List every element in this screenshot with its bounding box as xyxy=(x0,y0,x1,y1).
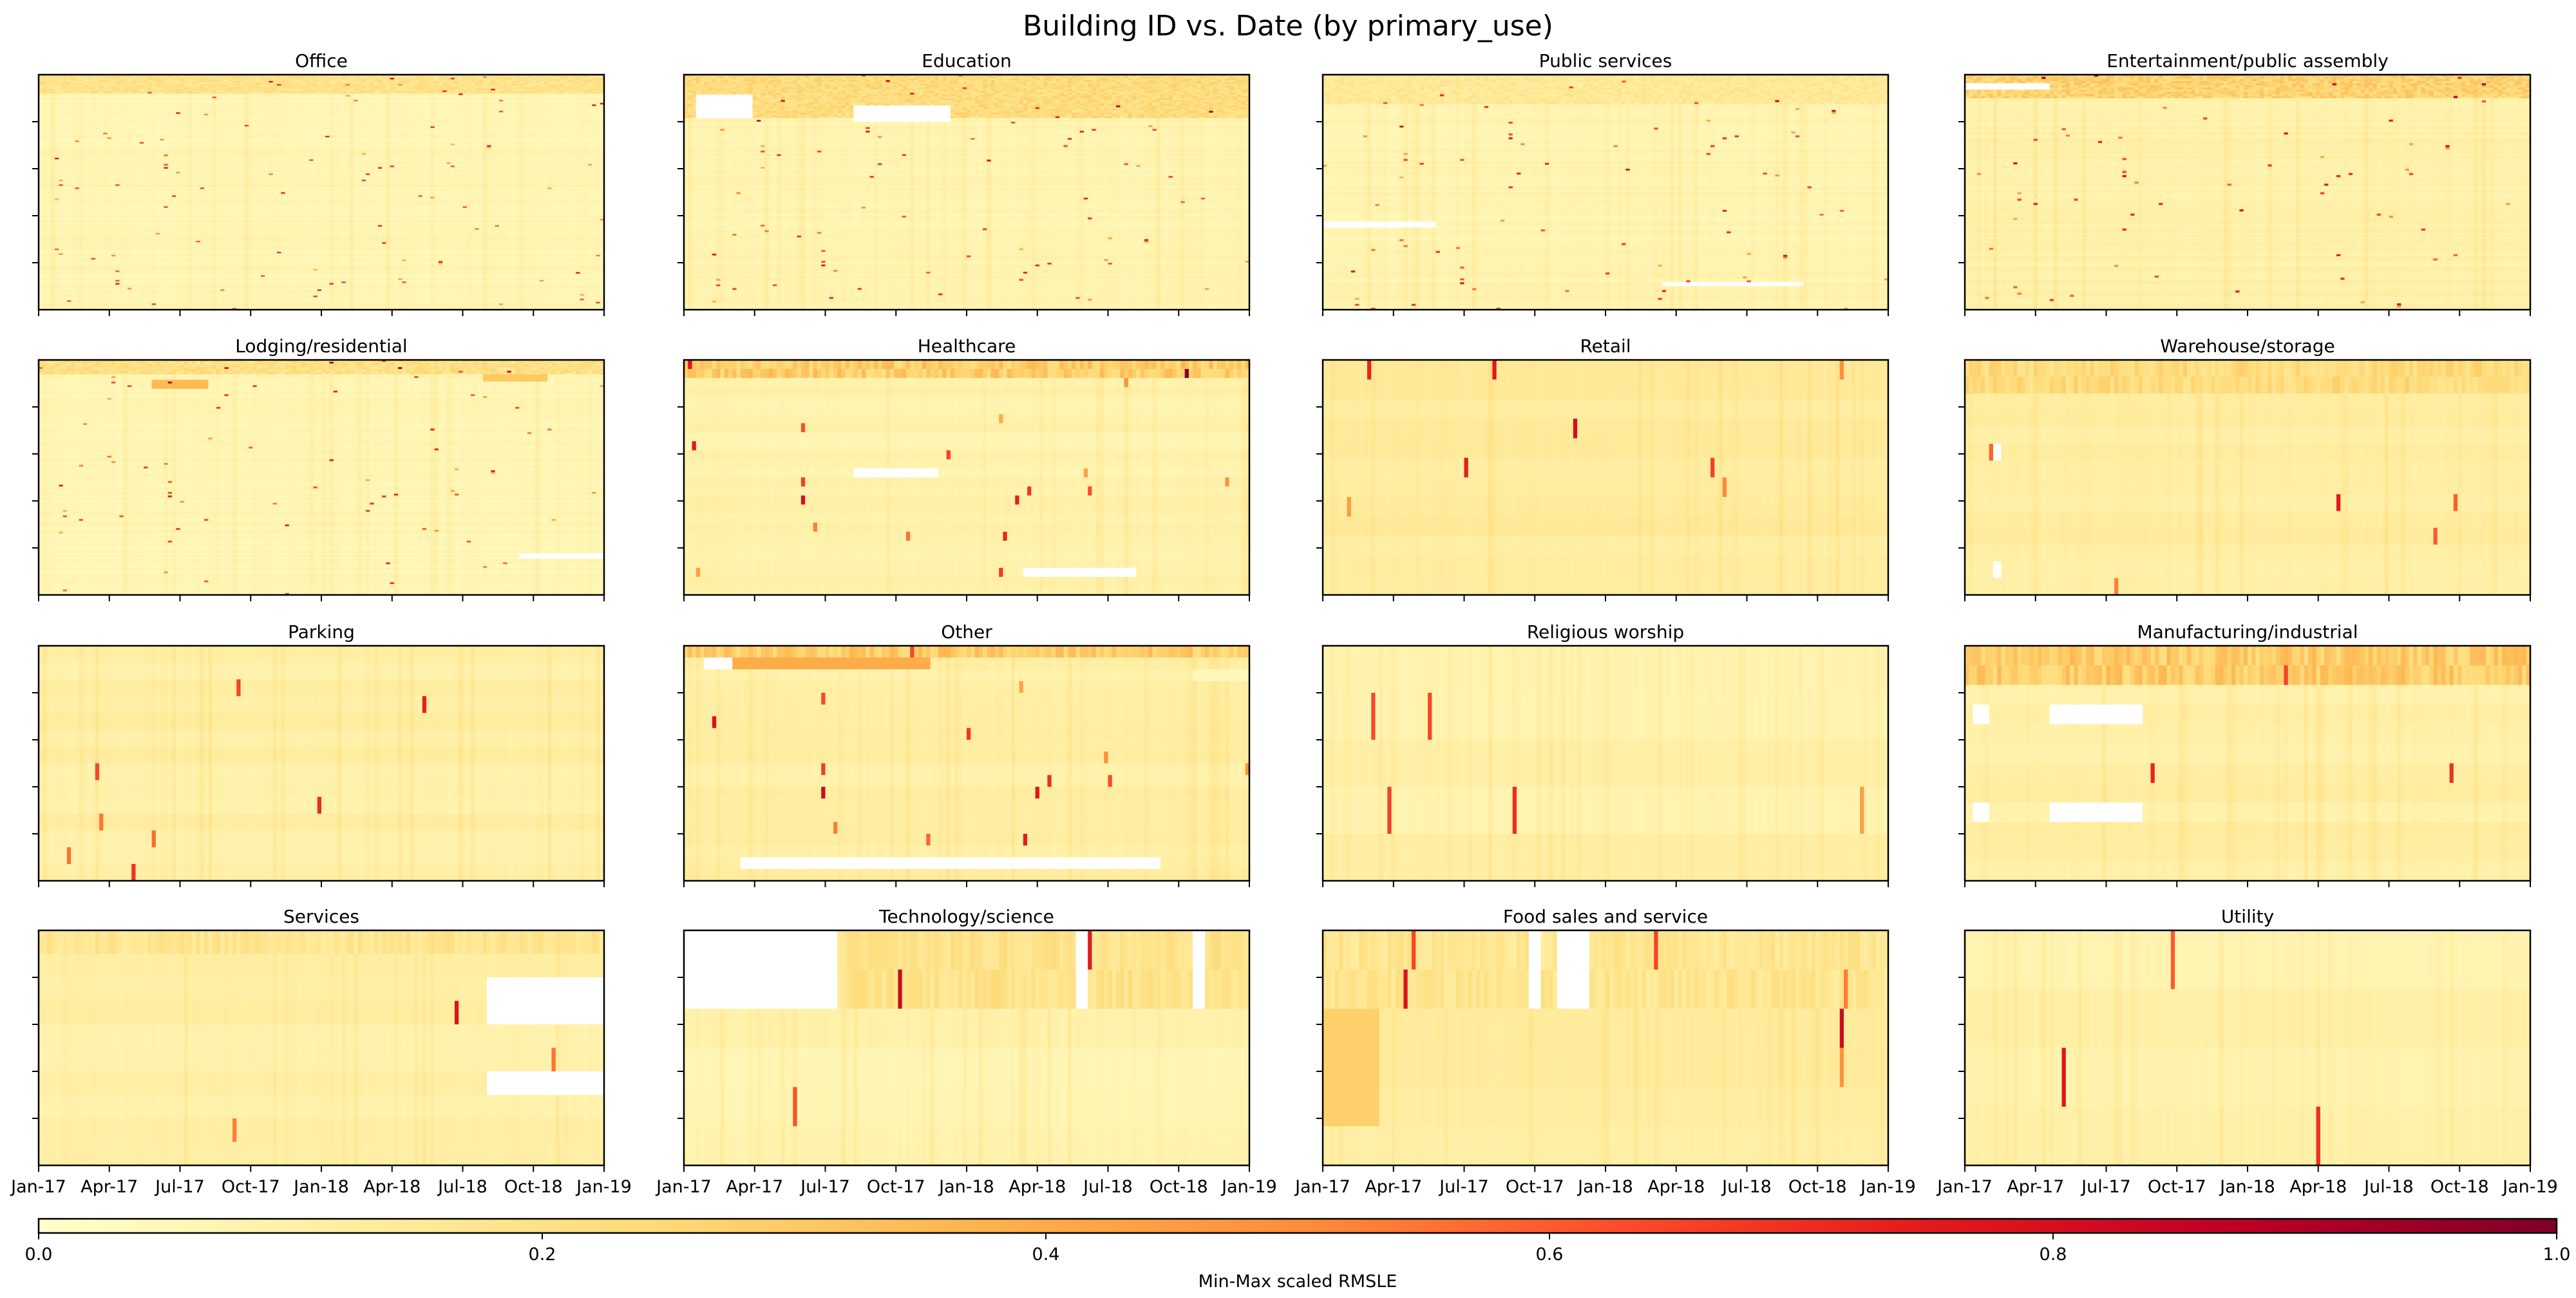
heatmap-cells xyxy=(39,75,605,310)
panel-title: Office xyxy=(295,50,348,71)
chart-title: Building ID vs. Date (by primary_use) xyxy=(1023,10,1553,42)
panel-0: Office xyxy=(32,50,605,316)
panels: Office Education Public services Entertainm… xyxy=(10,50,2558,1197)
